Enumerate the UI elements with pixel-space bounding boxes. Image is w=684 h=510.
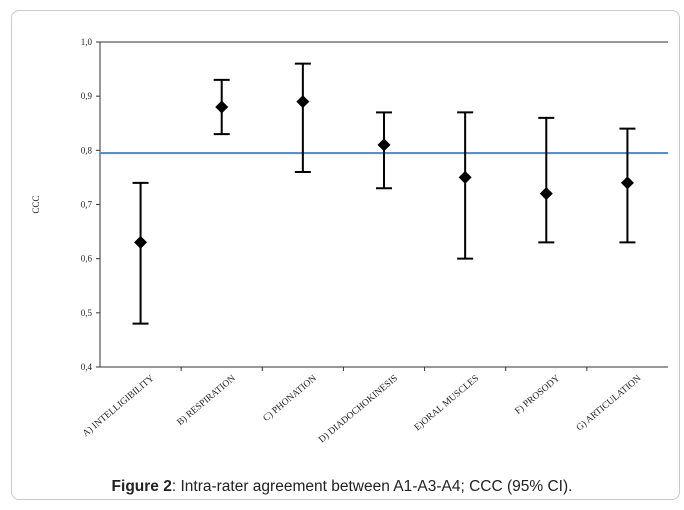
data-point — [134, 235, 148, 249]
data-point — [620, 176, 634, 190]
y-tick-label: 0,7 — [81, 200, 93, 210]
category-label: E)ORAL MUSCLES — [412, 373, 481, 433]
category-labels: A) INTELLIGIBILITY B) RESPIRATION C) PHONA… — [81, 373, 644, 445]
data-point — [296, 95, 310, 109]
figure-caption: Figure 2: Intra-rater agreement between … — [0, 478, 684, 496]
chart-axes: 0,4 0,5 0,6 0,7 0,8 0,9 1,0 — [81, 37, 668, 372]
error-bar — [538, 116, 555, 244]
data-point — [215, 100, 229, 114]
category-label: B) RESPIRATION — [175, 373, 238, 428]
category-label: G) ARTICULATION — [574, 373, 643, 434]
category-label: C) PHONATION — [261, 373, 319, 424]
data-points — [134, 95, 634, 249]
error-bar — [294, 62, 311, 173]
y-tick-label: 0,6 — [81, 254, 93, 264]
y-tick-label: 0,4 — [81, 362, 93, 372]
category-label: D) DIADOCHOKINESIS — [317, 373, 400, 445]
error-bar — [457, 111, 474, 260]
error-bar — [132, 181, 149, 325]
data-point — [377, 138, 391, 152]
y-tick-label: 1,0 — [81, 37, 93, 47]
figure-caption-text: : Intra-rater agreement between A1-A3-A4… — [171, 478, 573, 495]
data-point — [539, 187, 553, 201]
data-point — [458, 170, 472, 184]
category-label: A) INTELLIGIBILITY — [81, 373, 157, 439]
category-label: F) PROSODY — [513, 373, 562, 417]
chart: 0,4 0,5 0,6 0,7 0,8 0,9 1,0 A) INTELLIGIBILITY… — [31, 37, 668, 445]
error-bars — [132, 62, 636, 325]
figure-caption-label: Figure 2 — [111, 478, 172, 495]
y-tick-label: 0,5 — [81, 308, 93, 318]
figure-frame — [11, 10, 680, 500]
y-tick-label: 0,8 — [81, 145, 93, 155]
y-tick-label: 0,9 — [81, 91, 93, 101]
y-axis-label: CCC — [31, 195, 41, 213]
